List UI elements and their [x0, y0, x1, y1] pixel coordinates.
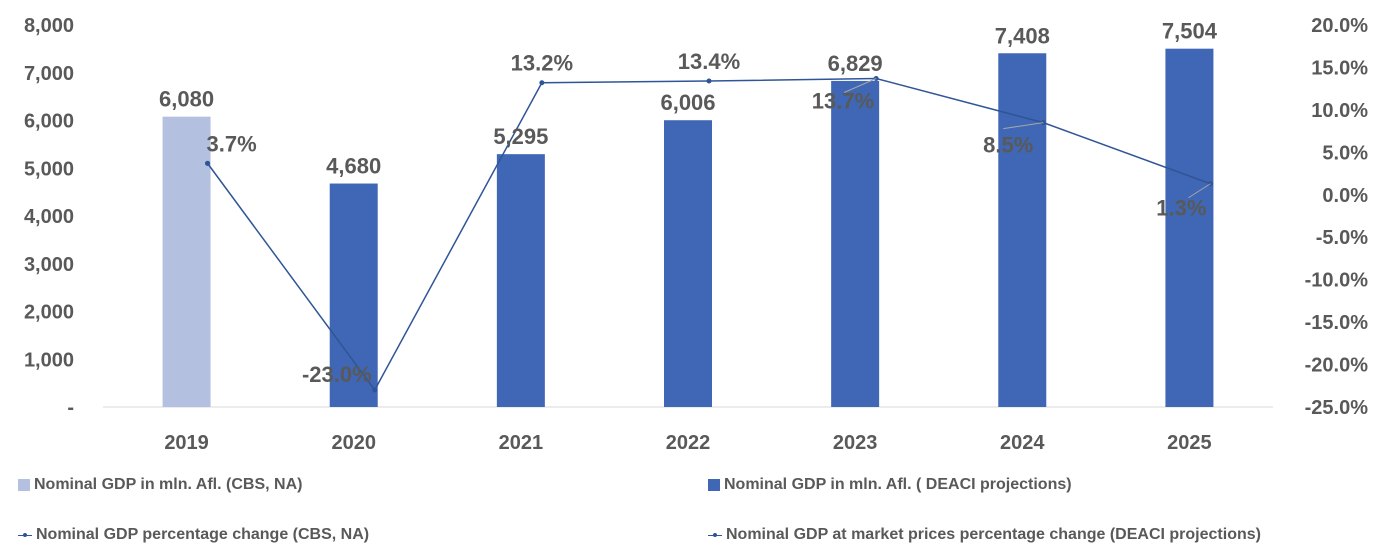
legend-label: Nominal GDP in mln. Afl. ( DEACI project… — [724, 476, 1072, 493]
right-tick-label: 15.0% — [1311, 57, 1368, 79]
bar-value-label: 6,006 — [660, 90, 715, 115]
left-tick-label: 3,000 — [24, 254, 74, 276]
right-axis: -25.0% -20.0% -15.0% -10.0% -5.0% 0.0% 5.0% 10.… — [1305, 15, 1369, 419]
left-tick-label: 4,000 — [24, 206, 74, 228]
line-value-label: 13.4% — [678, 49, 740, 74]
category-label: 2022 — [666, 432, 711, 454]
line-point — [372, 387, 378, 393]
bars — [162, 48, 1214, 408]
bar-value-label: 6,829 — [828, 51, 883, 76]
bar — [329, 183, 378, 407]
category-label: 2024 — [1000, 432, 1045, 454]
legend-swatch-light-bar — [18, 479, 30, 491]
left-tick-label: 7,000 — [24, 63, 74, 85]
bar — [162, 116, 211, 408]
bar — [664, 120, 712, 407]
right-tick-label: 0.0% — [1322, 185, 1368, 207]
x-axis-categories: 2019 2020 2021 2022 2023 2024 2025 — [164, 432, 1211, 454]
line-value-label: 13.7% — [812, 88, 874, 113]
right-tick-label: -20.0% — [1305, 355, 1369, 377]
line-point — [706, 78, 712, 84]
label-leader-line — [1188, 183, 1211, 199]
lines — [205, 75, 1213, 393]
legend-item-cbs-line: Nominal GDP percentage change (CBS, NA) — [18, 526, 369, 544]
data-labels: 6,080 4,680 5,295 6,006 6,829 7,408 7,504 3.7% -… — [159, 19, 1218, 387]
category-label: 2020 — [331, 432, 376, 454]
legend-item-deaci-bar: Nominal GDP in mln. Afl. ( DEACI project… — [708, 476, 1072, 494]
right-tick-label: -5.0% — [1316, 227, 1368, 249]
left-axis: - 1,000 2,000 3,000 4,000 5,000 6,000 7,000 8,00… — [24, 15, 74, 419]
line-point — [539, 80, 545, 86]
right-tick-label: 5.0% — [1322, 142, 1368, 164]
label-leader-line — [843, 78, 877, 93]
right-tick-label: 10.0% — [1311, 100, 1368, 122]
bar — [1165, 48, 1214, 408]
category-label: 2023 — [833, 432, 878, 454]
bar-value-label: 6,080 — [159, 87, 214, 112]
legend-swatch-dark-bar — [708, 479, 720, 491]
left-tick-label: 8,000 — [24, 15, 74, 37]
right-tick-label: -10.0% — [1305, 270, 1369, 292]
line-value-label: -23.0% — [302, 362, 372, 387]
right-tick-label: 20.0% — [1311, 15, 1368, 37]
bar-value-label: 4,680 — [326, 154, 381, 179]
line-value-label: 3.7% — [206, 131, 256, 156]
legend-line-marker-icon — [18, 529, 32, 541]
category-label: 2021 — [499, 432, 544, 454]
legend-line-marker-icon — [708, 529, 722, 541]
bar-value-label: 7,408 — [995, 23, 1050, 48]
category-label: 2019 — [164, 432, 209, 454]
legend-item-cbs-bar: Nominal GDP in mln. Afl. (CBS, NA) — [18, 476, 302, 494]
line-value-label: 8.5% — [983, 133, 1033, 158]
bar — [831, 80, 880, 407]
label-leader-line — [1003, 122, 1044, 130]
left-tick-label: 2,000 — [24, 302, 74, 324]
left-tick-label: 5,000 — [24, 158, 74, 180]
bar-value-label: 7,504 — [1162, 19, 1218, 44]
legend-label: Nominal GDP in mln. Afl. (CBS, NA) — [34, 476, 303, 493]
line-point — [205, 160, 211, 166]
legend-item-deaci-line: Nominal GDP at market prices percentage … — [708, 526, 1261, 544]
left-tick-label: 6,000 — [24, 111, 74, 133]
line-value-label: 1.3% — [1156, 196, 1206, 221]
category-label: 2025 — [1167, 432, 1212, 454]
legend-label: Nominal GDP at market prices percentage … — [726, 526, 1261, 543]
left-tick-label: 1,000 — [24, 349, 74, 371]
bar — [998, 53, 1047, 407]
bar — [496, 154, 545, 407]
legend-label: Nominal GDP percentage change (CBS, NA) — [36, 526, 370, 543]
left-tick-label: - — [67, 397, 74, 419]
right-tick-label: -25.0% — [1305, 397, 1369, 419]
right-tick-label: -15.0% — [1305, 312, 1369, 334]
bar-value-label: 5,295 — [493, 124, 548, 149]
line-value-label: 13.2% — [511, 51, 573, 76]
